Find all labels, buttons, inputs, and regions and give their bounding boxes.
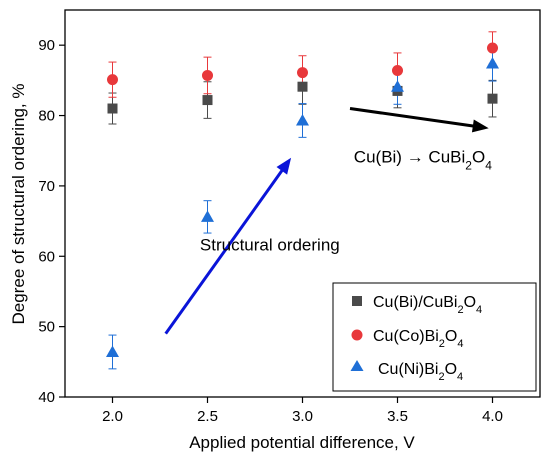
x-axis-ticks: 2.0 2.5 3.0 3.5 4.0	[102, 397, 503, 425]
point-cuni	[106, 345, 119, 357]
data-points	[106, 42, 499, 357]
y-tick-label: 50	[38, 319, 55, 336]
point-cuni	[201, 210, 214, 222]
point-cuco	[392, 65, 403, 77]
x-tick-label: 4.0	[482, 408, 503, 425]
structural-ordering-label: Structural ordering	[200, 236, 340, 255]
x-tick-label: 3.5	[387, 408, 408, 425]
y-tick-label: 90	[38, 37, 55, 54]
point-cubi	[487, 93, 498, 104]
point-cubi	[202, 95, 213, 106]
legend-circle-marker	[351, 329, 363, 341]
point-cuco	[297, 67, 308, 79]
legend-label-cuni: Cu(Ni)Bi2O4	[378, 361, 463, 383]
y-tick-label: 60	[38, 248, 55, 265]
reaction-label-sub-2: 4	[485, 159, 492, 173]
point-cuco	[202, 69, 213, 81]
legend-square-marker	[352, 296, 362, 306]
point-cuni	[486, 56, 499, 69]
legend-label-cuco: Cu(Co)Bi2O4	[373, 328, 464, 350]
legend-label-cubi: Cu(Bi)/CuBi2O4	[373, 294, 482, 316]
x-axis-title: Applied potential difference, V	[189, 433, 415, 452]
legend-item-cuco: Cu(Co)Bi2O4	[351, 328, 464, 350]
point-cuco	[487, 42, 498, 54]
reaction-label-sub-1: 2	[465, 159, 472, 173]
y-tick-label: 80	[38, 108, 55, 125]
y-axis-title: Degree of structural ordering, %	[9, 84, 28, 325]
reaction-label-main: Cu(Bi) → CuBi	[354, 148, 465, 167]
point-cubi	[107, 103, 118, 114]
reaction-label: Cu(Bi) → CuBi2O4	[354, 148, 492, 173]
reaction-arrow-head	[471, 119, 489, 133]
annotations: Cu(Bi) → CuBi2O4 Structural ordering	[164, 107, 492, 335]
legend-box	[332, 282, 537, 392]
legend-item-cubi: Cu(Bi)/CuBi2O4	[352, 294, 482, 316]
reaction-arrow	[349, 107, 476, 128]
x-tick-label: 3.0	[292, 408, 313, 425]
y-axis-ticks: 40 50 60 70 80 90	[38, 37, 65, 406]
structural-ordering-arrow	[164, 168, 285, 335]
point-cuni	[391, 80, 404, 92]
structural-ordering-arrow-head	[276, 157, 292, 175]
legend-triangle-marker	[350, 360, 364, 371]
point-cubi	[297, 81, 308, 92]
point-cuni	[296, 113, 309, 126]
legend-item-cuni: Cu(Ni)Bi2O4	[350, 360, 463, 383]
legend: Cu(Bi)/CuBi2O4 Cu(Co)Bi2O4 Cu(Ni)Bi2O4	[332, 282, 537, 392]
reaction-label-mid: O	[472, 148, 485, 167]
point-cuco	[107, 74, 118, 86]
y-tick-label: 40	[38, 389, 55, 406]
x-tick-label: 2.0	[102, 408, 123, 425]
y-tick-label: 70	[38, 178, 55, 195]
x-tick-label: 2.5	[197, 408, 218, 425]
